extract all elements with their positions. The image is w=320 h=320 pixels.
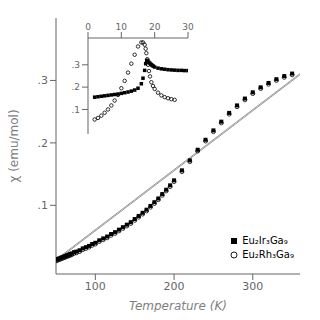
svg-text:.3: .3 bbox=[71, 60, 80, 70]
svg-text:.2: .2 bbox=[71, 82, 80, 92]
svg-text:0: 0 bbox=[85, 22, 91, 32]
svg-text:Temperature (K): Temperature (K) bbox=[129, 299, 227, 312]
svg-text:300: 300 bbox=[242, 280, 263, 293]
svg-text:30: 30 bbox=[182, 22, 194, 32]
html-text:Eu₂Rh₃Ga₉: Eu₂Rh₃Ga₉ bbox=[242, 249, 294, 260]
svg-text:200: 200 bbox=[164, 280, 185, 293]
svg-text:.3: .3 bbox=[38, 74, 49, 87]
svg-text:.1: .1 bbox=[38, 199, 49, 212]
html-text:Eu₂Ir₃Ga₉: Eu₂Ir₃Ga₉ bbox=[242, 235, 288, 246]
svg-text:.2: .2 bbox=[38, 137, 49, 150]
svg-text:χ (emu/mol): χ (emu/mol) bbox=[8, 109, 21, 182]
svg-text:100: 100 bbox=[85, 280, 106, 293]
svg-text:10: 10 bbox=[116, 22, 128, 32]
svg-text:20: 20 bbox=[149, 22, 161, 32]
svg-text:.1: .1 bbox=[71, 105, 80, 115]
